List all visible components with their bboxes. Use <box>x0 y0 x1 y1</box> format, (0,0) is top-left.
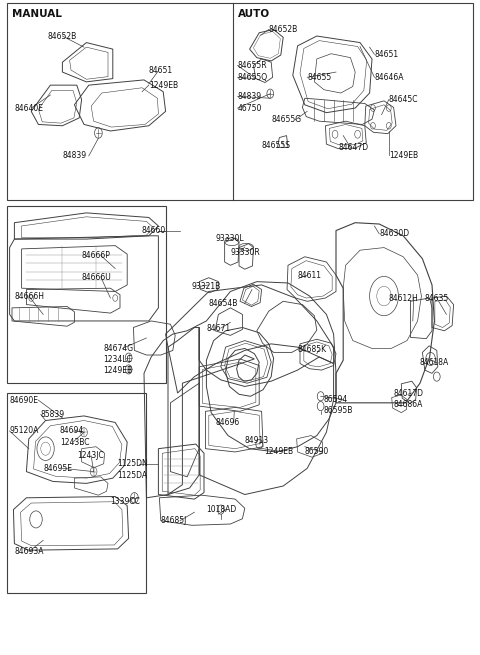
Bar <box>7 206 166 383</box>
Text: 85839: 85839 <box>41 410 65 419</box>
Text: 1249EB: 1249EB <box>389 151 418 160</box>
Text: 84646A: 84646A <box>374 73 404 82</box>
Text: 1249EB: 1249EB <box>264 447 293 457</box>
Text: 84655Q: 84655Q <box>238 73 268 82</box>
Text: 84611: 84611 <box>298 271 322 280</box>
Text: 84618A: 84618A <box>420 358 449 367</box>
Text: 84674G: 84674G <box>103 344 133 353</box>
Text: 84635: 84635 <box>425 293 449 303</box>
Text: 1249EB: 1249EB <box>149 81 178 90</box>
Text: 1125DA: 1125DA <box>118 471 148 480</box>
Text: 93330R: 93330R <box>230 248 260 257</box>
Text: 84686A: 84686A <box>394 400 423 409</box>
Text: 84640E: 84640E <box>14 103 43 113</box>
Text: 1018AD: 1018AD <box>206 505 237 514</box>
Text: 84652B: 84652B <box>269 25 298 34</box>
Text: AUTO: AUTO <box>238 9 270 20</box>
Text: 84652B: 84652B <box>48 31 77 41</box>
Text: 84655G: 84655G <box>271 115 301 124</box>
Text: 84660: 84660 <box>142 226 166 235</box>
Text: 1125DN: 1125DN <box>118 459 148 468</box>
Text: 84612H: 84612H <box>389 293 419 303</box>
Text: 86590: 86590 <box>305 447 329 457</box>
Text: 86594: 86594 <box>324 395 348 404</box>
Text: 1234LC: 1234LC <box>103 355 132 364</box>
Text: 84839: 84839 <box>62 151 86 160</box>
Bar <box>7 393 146 593</box>
Text: 93321B: 93321B <box>192 282 221 291</box>
Text: 95120A: 95120A <box>10 426 39 436</box>
Text: 84839: 84839 <box>238 92 262 101</box>
Text: 84693A: 84693A <box>14 547 44 556</box>
Text: MANUAL: MANUAL <box>12 9 62 20</box>
Text: 1339CC: 1339CC <box>110 497 140 506</box>
Text: 84913: 84913 <box>245 436 269 445</box>
Text: 84666H: 84666H <box>14 291 44 301</box>
Text: 84617D: 84617D <box>394 388 423 398</box>
Text: 84695E: 84695E <box>43 464 72 473</box>
Text: 93330L: 93330L <box>216 234 245 243</box>
Text: 84655S: 84655S <box>262 141 290 150</box>
Text: 1243BC: 1243BC <box>60 438 89 447</box>
Text: 84630D: 84630D <box>379 229 409 238</box>
Text: 84694: 84694 <box>60 426 84 436</box>
Text: 86595B: 86595B <box>324 406 353 415</box>
Text: 84655R: 84655R <box>238 61 267 70</box>
Text: 84685J: 84685J <box>161 516 187 525</box>
Text: 84671: 84671 <box>206 324 230 333</box>
Text: 46750: 46750 <box>238 103 262 113</box>
Text: 84655: 84655 <box>307 73 332 82</box>
Text: 84666U: 84666U <box>82 272 111 282</box>
Text: 84647D: 84647D <box>338 143 369 152</box>
Bar <box>7 3 473 200</box>
Text: 84696: 84696 <box>216 418 240 427</box>
Text: 84685K: 84685K <box>298 345 327 354</box>
Text: 84645C: 84645C <box>389 95 418 104</box>
Text: 84651: 84651 <box>149 66 173 75</box>
Text: 84690E: 84690E <box>10 396 38 405</box>
Text: 1243JC: 1243JC <box>77 451 104 460</box>
Text: 84666P: 84666P <box>82 251 110 260</box>
Text: 84651: 84651 <box>374 50 398 59</box>
Text: 84654B: 84654B <box>209 299 238 308</box>
Text: 1249EB: 1249EB <box>103 366 132 375</box>
